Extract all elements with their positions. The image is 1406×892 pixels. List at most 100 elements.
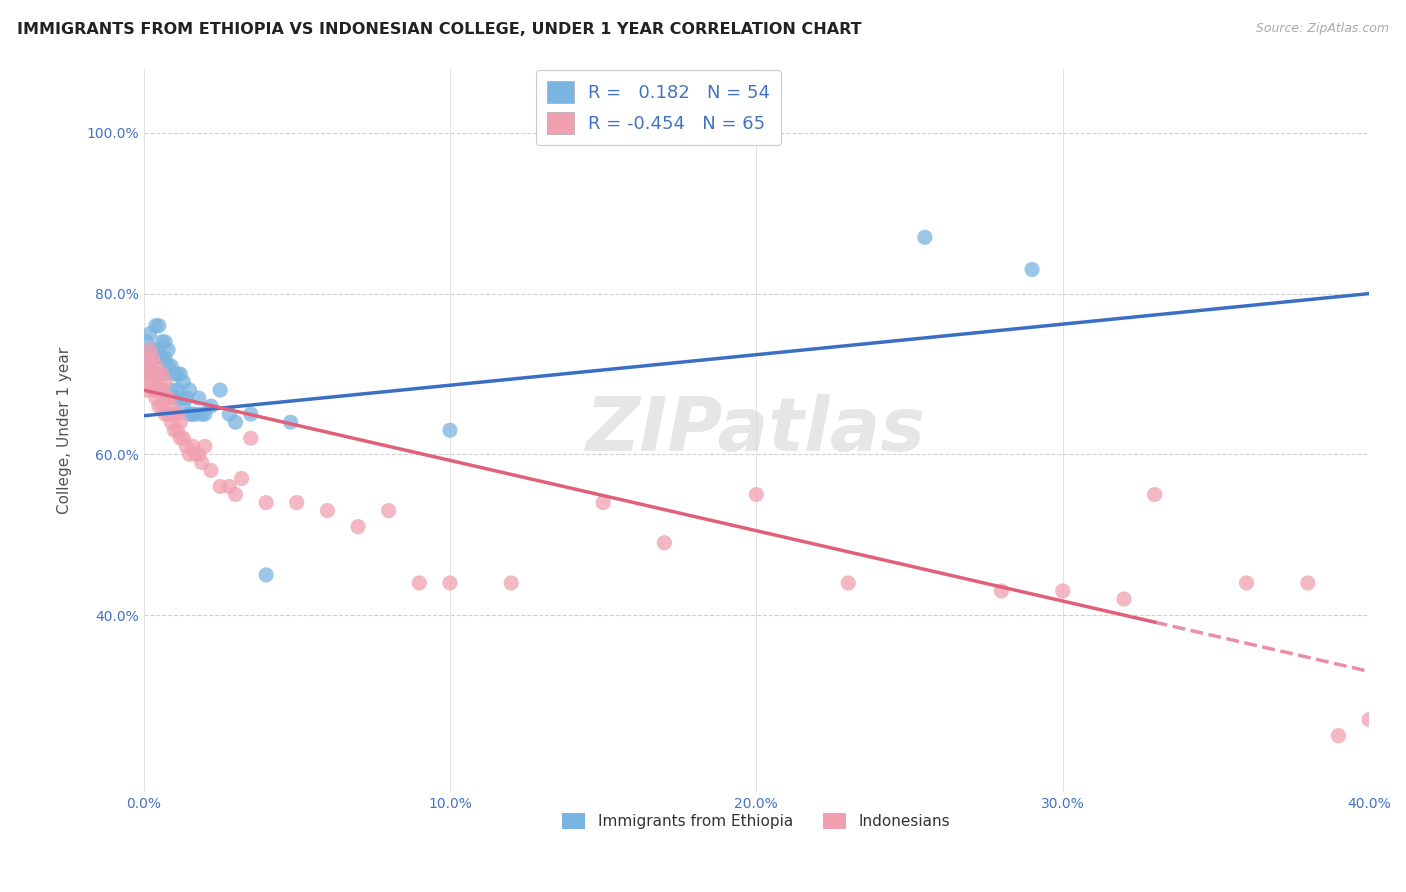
Point — [254, 495, 277, 509]
Point — [439, 423, 461, 437]
Point — [138, 359, 160, 373]
Point — [191, 455, 214, 469]
Y-axis label: College, Under 1 year: College, Under 1 year — [58, 347, 72, 514]
Legend: Immigrants from Ethiopia, Indonesians: Immigrants from Ethiopia, Indonesians — [557, 806, 956, 835]
Point — [172, 375, 194, 389]
Point — [148, 343, 170, 357]
Point — [160, 383, 183, 397]
Point — [148, 318, 170, 333]
Point — [160, 415, 183, 429]
Point — [153, 375, 176, 389]
Point — [172, 399, 194, 413]
Point — [160, 399, 183, 413]
Point — [157, 407, 180, 421]
Point — [150, 351, 173, 365]
Point — [179, 447, 201, 461]
Point — [166, 423, 188, 437]
Point — [145, 367, 167, 381]
Point — [142, 367, 165, 381]
Point — [1112, 592, 1135, 607]
Point — [145, 391, 167, 405]
Point — [145, 375, 167, 389]
Point — [1021, 262, 1043, 277]
Point — [142, 367, 165, 381]
Point — [166, 407, 188, 421]
Point — [200, 463, 222, 477]
Point — [150, 383, 173, 397]
Point — [135, 367, 157, 381]
Point — [280, 415, 302, 429]
Point — [138, 326, 160, 341]
Point — [187, 391, 209, 405]
Point — [377, 503, 399, 517]
Point — [179, 407, 201, 421]
Point — [1052, 584, 1074, 599]
Point — [990, 584, 1012, 599]
Point — [592, 495, 614, 509]
Point — [153, 391, 176, 405]
Text: Source: ZipAtlas.com: Source: ZipAtlas.com — [1256, 22, 1389, 36]
Point — [184, 407, 207, 421]
Point — [163, 391, 186, 405]
Point — [218, 479, 240, 493]
Text: IMMIGRANTS FROM ETHIOPIA VS INDONESIAN COLLEGE, UNDER 1 YEAR CORRELATION CHART: IMMIGRANTS FROM ETHIOPIA VS INDONESIAN C… — [17, 22, 862, 37]
Point — [163, 407, 186, 421]
Point — [145, 318, 167, 333]
Point — [1296, 576, 1319, 591]
Point — [200, 399, 222, 413]
Point — [209, 479, 232, 493]
Point — [654, 535, 676, 549]
Point — [172, 431, 194, 445]
Point — [145, 383, 167, 397]
Point — [224, 415, 246, 429]
Point — [408, 576, 430, 591]
Point — [439, 576, 461, 591]
Point — [176, 391, 198, 405]
Point — [138, 375, 160, 389]
Point — [1327, 729, 1350, 743]
Point — [187, 447, 209, 461]
Point — [148, 367, 170, 381]
Point — [150, 383, 173, 397]
Point — [138, 359, 160, 373]
Point — [142, 383, 165, 397]
Point — [231, 471, 253, 485]
Point — [347, 519, 370, 533]
Point — [142, 343, 165, 357]
Point — [239, 431, 262, 445]
Point — [148, 383, 170, 397]
Point — [224, 487, 246, 501]
Point — [135, 351, 157, 365]
Point — [837, 576, 859, 591]
Point — [163, 423, 186, 437]
Point — [285, 495, 308, 509]
Point — [914, 230, 936, 244]
Point — [184, 447, 207, 461]
Point — [163, 367, 186, 381]
Point — [254, 568, 277, 582]
Point — [191, 407, 214, 421]
Point — [150, 334, 173, 349]
Point — [745, 487, 768, 501]
Point — [150, 367, 173, 381]
Point — [135, 367, 157, 381]
Point — [179, 383, 201, 397]
Point — [176, 439, 198, 453]
Point — [157, 343, 180, 357]
Point — [142, 351, 165, 365]
Point — [157, 391, 180, 405]
Point — [218, 407, 240, 421]
Point — [153, 407, 176, 421]
Point — [1143, 487, 1166, 501]
Point — [160, 359, 183, 373]
Point — [181, 407, 204, 421]
Point — [142, 351, 165, 365]
Point — [135, 351, 157, 365]
Point — [194, 407, 217, 421]
Point — [153, 351, 176, 365]
Point — [148, 399, 170, 413]
Point — [138, 351, 160, 365]
Point — [316, 503, 339, 517]
Point — [138, 343, 160, 357]
Point — [148, 367, 170, 381]
